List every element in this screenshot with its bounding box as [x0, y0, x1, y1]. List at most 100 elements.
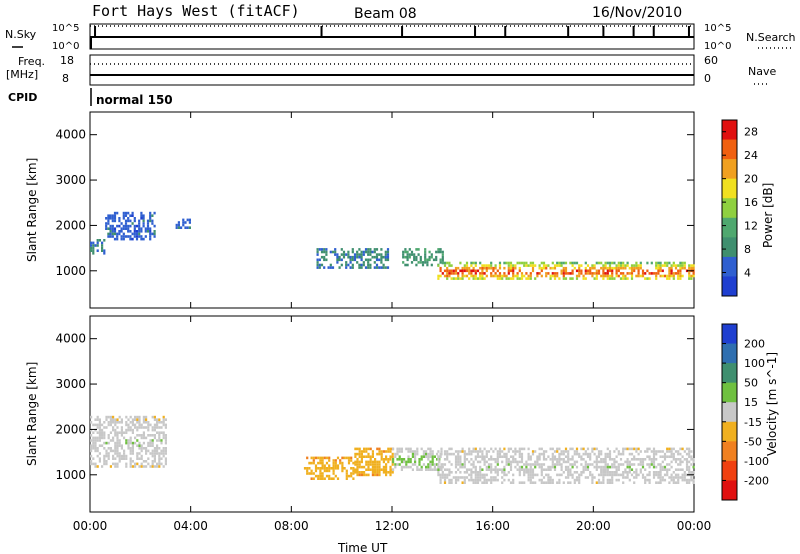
heatmap-cell	[633, 458, 636, 461]
heatmap-cell	[523, 481, 526, 484]
velocity-colorbar-label: Velocity [m s^-1]	[765, 352, 779, 456]
heatmap-cell	[690, 463, 693, 466]
heatmap-cell	[380, 255, 383, 259]
heatmap-cell	[459, 460, 462, 464]
heatmap-cell	[120, 454, 123, 458]
heatmap-cell	[140, 444, 143, 447]
heatmap-cell	[562, 450, 565, 453]
heatmap-cell	[319, 467, 322, 470]
heatmap-cell	[674, 468, 678, 471]
heatmap-cell	[615, 478, 618, 482]
heatmap-cell	[386, 266, 390, 269]
heatmap-cell	[485, 473, 488, 477]
heatmap-cell	[409, 447, 412, 451]
heatmap-cell	[492, 266, 495, 270]
heatmap-cell	[608, 264, 612, 267]
heatmap-cell	[149, 439, 152, 442]
heatmap-cell	[514, 458, 517, 461]
heatmap-cell	[567, 452, 570, 456]
heatmap-cell	[321, 464, 324, 467]
heatmap-cell	[437, 450, 440, 453]
heatmap-cell	[151, 444, 154, 447]
heatmap-cell	[479, 471, 482, 474]
heatmap-cell	[164, 460, 167, 463]
heatmap-cell	[153, 457, 156, 460]
heatmap-cell	[328, 456, 331, 460]
heatmap-cell	[138, 434, 141, 437]
heatmap-cell	[529, 476, 532, 479]
heatmap-cell	[659, 468, 662, 471]
heatmap-cell	[545, 272, 548, 275]
heatmap-cell	[374, 473, 377, 477]
heatmap-cell	[90, 462, 93, 466]
heatmap-cell	[586, 465, 590, 469]
heatmap-cell	[164, 452, 167, 455]
heatmap-cell	[487, 478, 491, 482]
heatmap-cell	[674, 481, 678, 484]
heatmap-cell	[463, 274, 466, 278]
power-panel	[89, 111, 695, 309]
heatmap-cell	[162, 436, 165, 440]
heatmap-cell	[431, 450, 434, 453]
heatmap-cell	[360, 450, 363, 453]
heatmap-cell	[371, 255, 374, 259]
heatmap-cell	[164, 436, 167, 440]
heatmap-cell	[465, 274, 469, 278]
heatmap-cell	[112, 439, 115, 442]
heatmap-cell	[630, 468, 634, 471]
heatmap-cell	[613, 460, 616, 464]
heatmap-cell	[538, 455, 541, 458]
heatmap-cell	[483, 264, 486, 267]
heatmap-cell	[156, 431, 159, 434]
heatmap-cell	[356, 460, 359, 464]
heatmap-cell	[385, 465, 388, 469]
heatmap-cell	[641, 269, 645, 273]
heatmap-cell	[375, 258, 379, 262]
heatmap-cell	[567, 476, 570, 479]
heatmap-cell	[657, 471, 660, 474]
heatmap-cell	[332, 469, 335, 473]
heatmap-cell	[323, 250, 326, 254]
heatmap-cell	[364, 250, 368, 254]
heatmap-cell	[439, 261, 442, 264]
heatmap-cell	[90, 246, 93, 250]
heatmap-cell	[345, 263, 348, 267]
heatmap-cell	[338, 258, 341, 262]
heatmap-cell	[402, 250, 405, 254]
heatmap-cell	[470, 473, 473, 477]
heatmap-cell	[180, 226, 183, 229]
heatmap-cell	[553, 468, 557, 471]
heatmap-cell	[597, 460, 601, 464]
heatmap-cell	[409, 460, 412, 464]
heatmap-cell	[613, 277, 616, 280]
heatmap-cell	[457, 458, 460, 461]
heatmap-cell	[496, 471, 499, 474]
heatmap-cell	[608, 261, 612, 265]
heatmap-cell	[149, 232, 152, 236]
heatmap-cell	[113, 217, 117, 220]
heatmap-cell	[628, 452, 631, 456]
heatmap-cell	[435, 255, 438, 259]
heatmap-cell	[639, 450, 642, 453]
heatmap-cell	[692, 266, 695, 270]
heatmap-cell	[589, 452, 592, 456]
heatmap-cell	[591, 274, 594, 278]
heatmap-cell	[540, 463, 543, 466]
heatmap-cell	[427, 458, 430, 461]
heatmap-cell	[604, 465, 607, 469]
heatmap-cell	[407, 447, 410, 451]
heatmap-cell	[414, 463, 417, 466]
heatmap-cell	[118, 431, 121, 434]
heatmap-cell	[328, 477, 331, 480]
heatmap-cell	[461, 450, 464, 453]
heatmap-cell	[446, 476, 449, 479]
heatmap-cell	[564, 465, 568, 469]
heatmap-cell	[505, 460, 508, 464]
heatmap-cell	[123, 454, 126, 458]
heatmap-cell	[498, 266, 502, 270]
heatmap-cell	[123, 431, 126, 434]
heatmap-cell	[657, 473, 660, 477]
heatmap-cell	[90, 249, 93, 252]
heatmap-cell	[339, 461, 342, 465]
heatmap-cell	[454, 269, 458, 273]
